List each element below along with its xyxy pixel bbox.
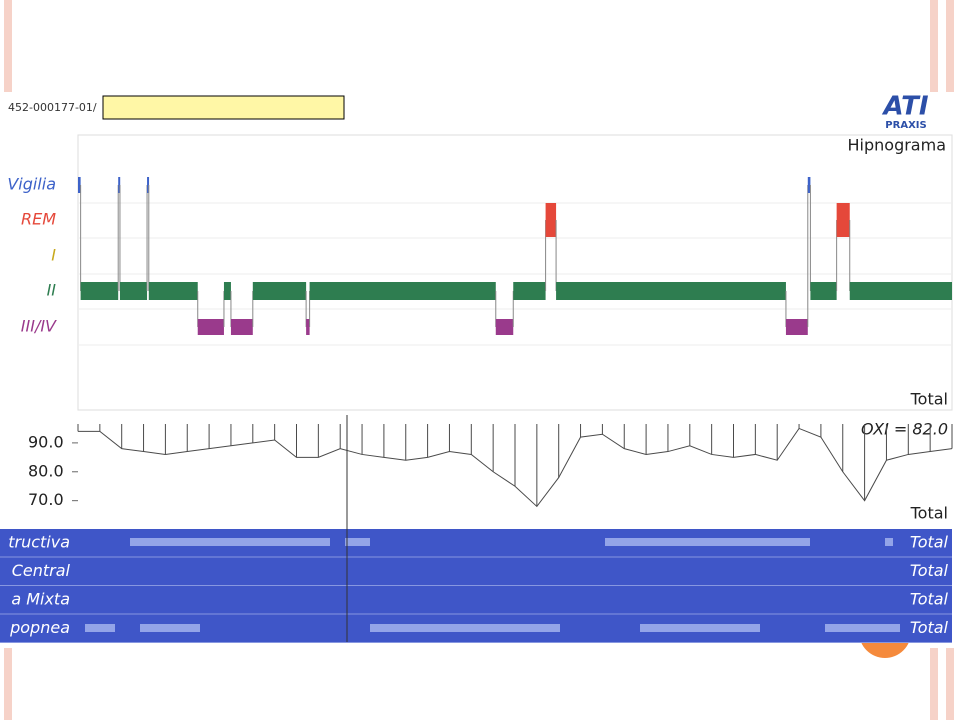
plot-area	[77, 134, 953, 411]
oxi-label: OXI = 82.0	[861, 420, 948, 439]
stage-segment	[119, 282, 148, 300]
stage-segment	[148, 282, 198, 300]
record-code: 452-000177-01/	[8, 101, 97, 114]
redaction-box	[102, 95, 345, 120]
stage-segment	[197, 319, 224, 335]
slide-border	[4, 0, 12, 92]
stage-segment	[306, 319, 310, 335]
y-tick-label: 90.0	[28, 432, 64, 451]
stage-segment	[849, 282, 952, 300]
y-tick-label: 70.0	[28, 490, 64, 509]
event-row-label: Central	[12, 561, 71, 580]
event-row-label: popnea	[9, 618, 70, 637]
stage-label: Vigilia	[7, 175, 56, 194]
stage-segment	[78, 177, 81, 193]
stage-segment	[118, 177, 121, 193]
stage-segment	[223, 282, 231, 300]
y-tick-label: 80.0	[28, 461, 64, 480]
stage-segment	[513, 282, 546, 300]
stage-segment	[807, 177, 811, 193]
stage-label: II	[47, 281, 57, 300]
events: tructiva Total Central Total a Mixta Total pop…	[0, 533, 952, 643]
stage-segment	[556, 282, 786, 300]
total-label: Total	[910, 504, 948, 523]
stage-label: III/IV	[21, 317, 57, 336]
event-total: Total	[910, 533, 949, 552]
stage-segment	[147, 177, 150, 193]
stage-segment	[810, 282, 837, 300]
event-total: Total	[910, 590, 949, 609]
total-label: Total	[910, 390, 948, 409]
stage-segment	[545, 203, 557, 237]
oximetry: 90.0 80.0 70.0 OXI = 82.0 Total	[28, 414, 953, 523]
stage-segment	[80, 282, 119, 300]
stage-segment	[252, 282, 307, 300]
stage-segment	[309, 282, 496, 300]
logo-sub: PRAXIS	[885, 120, 926, 131]
slide-border	[946, 648, 954, 720]
stage-segment	[785, 319, 808, 335]
stage-segment	[230, 319, 253, 335]
hypnogram-title: Hipnograma	[848, 136, 947, 155]
event-total: Total	[910, 618, 949, 637]
stage-label: I	[51, 246, 56, 265]
slide-border	[930, 648, 938, 720]
event-row-label: tructiva	[8, 533, 70, 552]
oxi-trace	[78, 427, 953, 508]
stage-segment	[495, 319, 514, 335]
slide-border	[4, 648, 12, 720]
slide-border	[946, 0, 954, 92]
stage-segment	[836, 203, 850, 237]
stage-label: REM	[21, 210, 56, 229]
event-total: Total	[910, 561, 949, 580]
logo: ATI	[881, 92, 928, 122]
event-row-label: a Mixta	[11, 590, 70, 609]
slide-border	[930, 0, 938, 92]
event-pattern	[85, 538, 900, 632]
